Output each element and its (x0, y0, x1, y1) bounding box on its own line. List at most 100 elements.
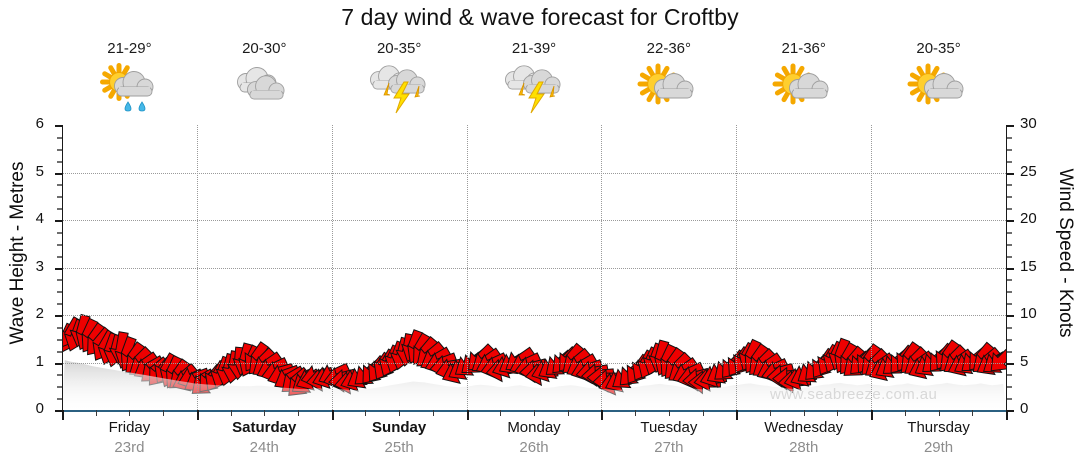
axis-tick (1007, 208, 1012, 211)
right-axis-tick-label: 25 (1020, 162, 1037, 180)
left-axis-tick-label: 0 (35, 400, 44, 417)
thunderstorm-icon (495, 60, 573, 120)
x-axis-day-tick (1006, 410, 1008, 420)
axis-tick (57, 398, 62, 401)
axis-tick (57, 136, 62, 139)
x-axis-minor-tick (230, 410, 232, 416)
x-axis-minor-tick (770, 410, 771, 416)
day-name: Tuesday (640, 419, 698, 436)
axis-tick (55, 172, 62, 175)
axis-tick (1007, 220, 1014, 222)
forecast-day-footer-tuesday: Tuesday 27th (599, 418, 739, 458)
x-axis-minor-tick (938, 410, 940, 416)
right-axis-line (1006, 125, 1007, 411)
day-boundary-gridline (871, 125, 873, 410)
x-axis-minor-tick (567, 410, 569, 416)
axis-tick (57, 374, 62, 377)
sun-cloud-icon (900, 60, 978, 120)
day-name: Friday (108, 419, 151, 436)
axis-tick (1007, 184, 1012, 187)
wave-height-area (62, 360, 1006, 410)
axis-tick (1007, 267, 1014, 270)
left-axis-tick-label: 6 (35, 115, 44, 132)
axis-tick (55, 315, 62, 317)
axis-tick (57, 184, 62, 187)
day-name: Monday (507, 419, 561, 436)
x-axis-minor-tick (500, 410, 502, 416)
axis-tick (1007, 243, 1012, 246)
axis-tick (57, 386, 62, 389)
x-axis-minor-tick (803, 410, 805, 416)
day-boundary-gridline (196, 125, 198, 410)
forecast-day-footer-thursday: Thursday 29th (869, 418, 1009, 458)
x-axis-day-tick (331, 410, 334, 420)
axis-tick (1007, 374, 1012, 377)
axis-tick (1007, 410, 1014, 412)
axis-tick (55, 267, 62, 270)
axis-tick (57, 255, 62, 258)
axis-tick (1007, 196, 1012, 199)
x-axis-minor-tick (163, 410, 165, 416)
left-axis-tick-label: 2 (35, 305, 44, 322)
axis-tick (57, 326, 62, 329)
day-date: 25th (384, 439, 414, 456)
sun-cloud-rain-icon (90, 60, 168, 120)
x-axis-minor-tick (635, 410, 637, 416)
right-axis-tick-label: 0 (1020, 400, 1029, 417)
axis-tick (1007, 398, 1012, 401)
axis-tick (57, 243, 62, 246)
right-axis-tick-label: 15 (1020, 257, 1037, 275)
x-axis-minor-tick (534, 410, 535, 416)
horizontal-gridline (62, 315, 1006, 316)
cloudy-icon (225, 60, 303, 120)
axis-tick (57, 231, 62, 234)
temperature-range: 21-29° (107, 40, 152, 57)
axis-tick (57, 303, 62, 306)
left-axis-title: Wave Height - Metres (7, 161, 28, 345)
day-date: 29th (923, 439, 954, 456)
left-axis-line (62, 125, 63, 411)
axis-tick (1007, 279, 1012, 282)
horizontal-gridline (62, 220, 1006, 221)
day-date: 23rd (114, 439, 145, 456)
forecast-day-header-wednesday: 21-36° (744, 40, 864, 122)
temperature-range: 21-36° (781, 40, 826, 57)
temperature-range: 20-35° (916, 40, 961, 57)
forecast-day-header-tuesday: 22-36° (609, 40, 729, 122)
left-axis-tick-label: 5 (35, 162, 44, 180)
x-axis-day-tick (466, 410, 469, 420)
axis-tick (1007, 350, 1012, 353)
axis-tick (1007, 231, 1012, 234)
axis-tick (57, 196, 62, 199)
axis-tick (1007, 338, 1012, 341)
forecast-plot-area (52, 125, 1018, 410)
left-axis-tick-label: 3 (35, 257, 44, 275)
forecast-day-footer-saturday: Saturday 24th (194, 418, 334, 458)
left-axis-tick-label: 1 (35, 352, 44, 370)
day-date: 27th (654, 439, 684, 456)
axis-tick (57, 291, 62, 294)
axis-tick (57, 279, 62, 282)
axis-tick (55, 410, 62, 412)
right-axis-tick-label: 20 (1020, 210, 1037, 227)
x-axis-day-tick (62, 410, 64, 420)
x-axis-day-tick (871, 410, 874, 420)
right-axis-tick-label: 5 (1020, 352, 1029, 370)
axis-tick (55, 125, 62, 127)
x-axis-day-tick (196, 410, 199, 420)
thunderstorm-icon (360, 60, 438, 120)
x-axis-minor-tick (432, 410, 434, 416)
temperature-range: 22-36° (646, 40, 692, 57)
x-axis-minor-tick (95, 410, 97, 416)
axis-tick (57, 148, 62, 151)
axis-tick (1007, 315, 1014, 317)
axis-tick (1007, 148, 1012, 151)
axis-tick (55, 220, 62, 222)
forecast-day-header-sunday: 20-35° (339, 40, 459, 122)
forecast-day-header-friday: 21-29° (69, 40, 189, 122)
watermark: www.seabreeze.com.au (770, 386, 938, 403)
forecast-day-footer-monday: Monday 26th (464, 418, 604, 458)
x-axis-minor-tick (668, 410, 670, 416)
forecast-day-header-thursday: 20-35° (879, 40, 999, 122)
temperature-range: 21-39° (511, 40, 557, 57)
